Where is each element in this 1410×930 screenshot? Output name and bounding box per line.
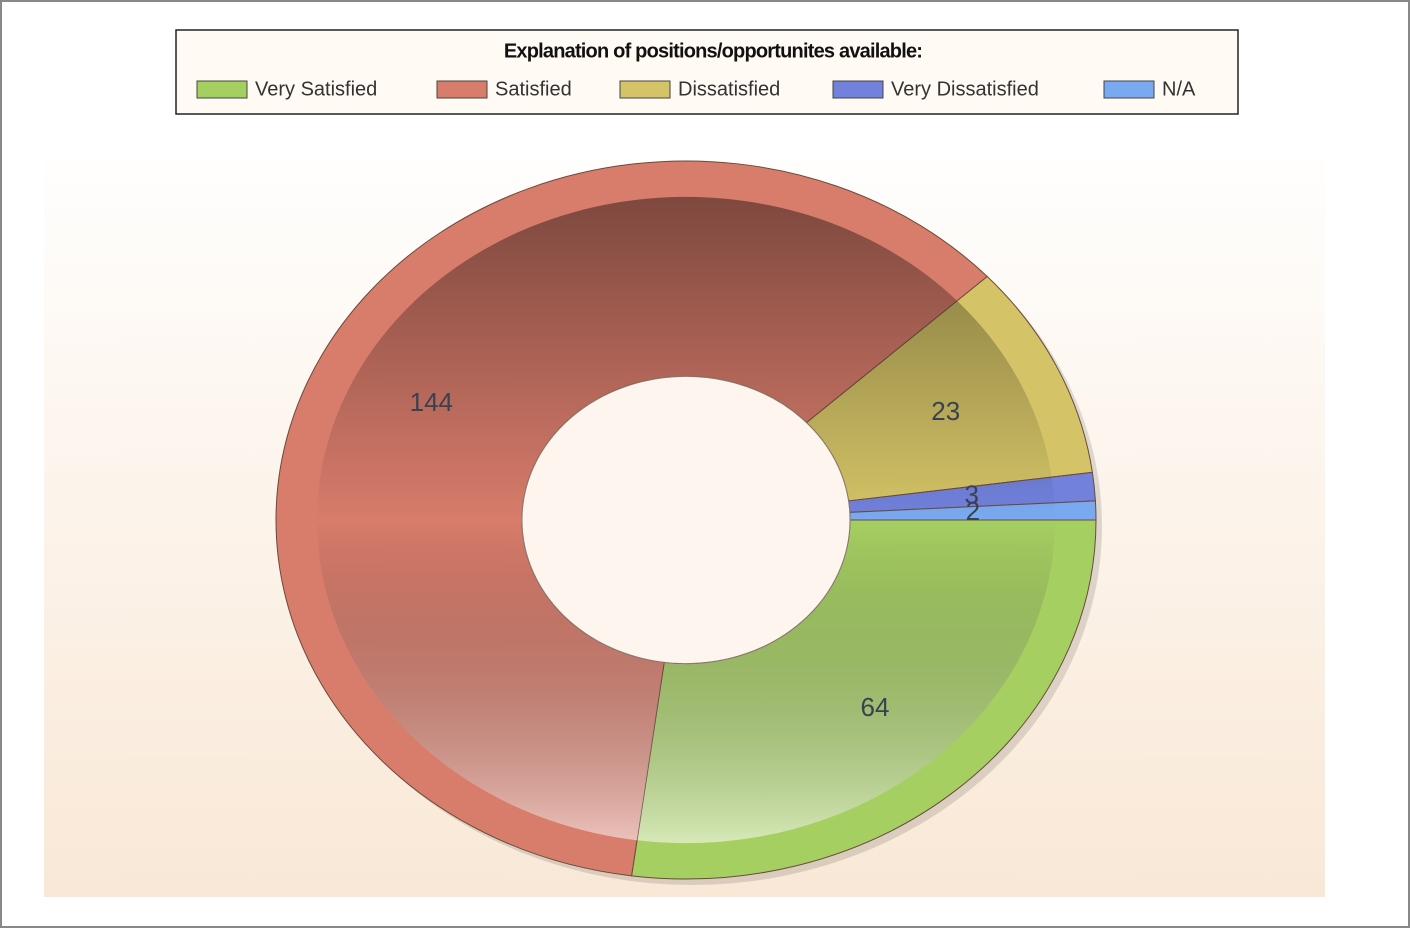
legend-box <box>175 29 1239 115</box>
legend-label: Dissatisfied <box>678 78 780 100</box>
legend-swatch <box>436 80 488 99</box>
slice-shade <box>806 300 1052 501</box>
data-label: 2 <box>966 496 980 526</box>
slice-shade <box>637 520 1055 844</box>
legend-swatch <box>619 80 671 99</box>
data-label: 64 <box>861 692 890 722</box>
data-label: 23 <box>931 396 960 426</box>
data-label: 144 <box>410 387 453 417</box>
legend-label: Very Dissatisfied <box>891 78 1039 100</box>
donut-hole-edge <box>521 375 851 665</box>
legend-title: Explanation of positions/opportunites av… <box>504 40 922 62</box>
slice-shade <box>848 477 1055 513</box>
slice-shade <box>849 502 1055 520</box>
legend-swatch <box>196 80 248 99</box>
data-label: 3 <box>965 479 979 509</box>
legend-label: N/A <box>1162 78 1196 100</box>
slice-shade <box>316 196 958 841</box>
legend-swatch <box>832 80 884 99</box>
legend-swatch <box>1103 80 1155 99</box>
legend-label: Satisfied <box>495 78 572 100</box>
legend-label: Very Satisfied <box>255 78 377 100</box>
